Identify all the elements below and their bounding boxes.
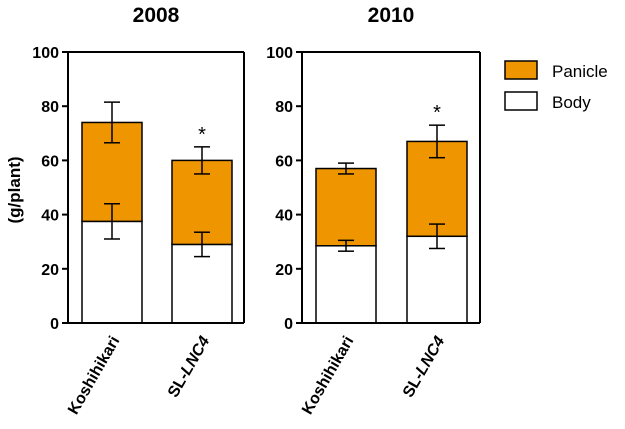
- significance-marker-2010-1: *: [433, 102, 441, 124]
- y-tick-label-40: 40: [41, 208, 59, 225]
- panel-2008: Koshihikari * SL-LNC4 0 20 40 60 80 100: [32, 45, 245, 418]
- bar-panicle-2010-0: [315, 167, 377, 247]
- category-label-2010-0: Koshihikari: [299, 334, 357, 418]
- y-tick-label-20: 20: [41, 262, 59, 279]
- y-tick-label-80: 80: [275, 99, 293, 116]
- legend-label-panicle: Panicle: [552, 62, 608, 81]
- legend-swatch-panicle: [504, 60, 538, 80]
- y-tick-label-0: 0: [50, 316, 59, 333]
- category-label-prefix: Koshihikari: [299, 334, 357, 418]
- y-tick-label-40: 40: [275, 208, 293, 225]
- bar-body-2008-1: [171, 243, 233, 324]
- y-axis-label: (g/plant): [5, 156, 24, 223]
- panel-title-2008: 2008: [133, 4, 180, 27]
- bar-body-2010-1: [406, 235, 468, 324]
- category-label-2008-1: SL-LNC4: [165, 333, 214, 400]
- y-tick-label-60: 60: [41, 153, 59, 170]
- category-label-italic: LNC4: [178, 333, 214, 378]
- panel-title-2010: 2010: [368, 4, 415, 27]
- category-label-italic: LNC4: [413, 333, 449, 378]
- legend: Panicle Body: [504, 60, 608, 112]
- significance-marker-2008-1: *: [198, 124, 206, 146]
- y-tick-label-80: 80: [41, 99, 59, 116]
- y-tick-label-20: 20: [275, 262, 293, 279]
- y-tick-label-60: 60: [275, 153, 293, 170]
- bar-body-2010-0: [315, 245, 377, 324]
- panel-2010: Koshihikari * SL-LNC4 0 20 40 60 80 100: [266, 45, 481, 418]
- y-tick-label-100: 100: [266, 45, 293, 62]
- category-label-prefix: Koshihikari: [65, 334, 123, 418]
- category-label-2010-1: SL-LNC4: [400, 333, 449, 400]
- legend-label-body: Body: [552, 93, 591, 112]
- y-tick-label-0: 0: [284, 316, 293, 333]
- legend-swatch-body: [504, 91, 538, 111]
- y-tick-label-100: 100: [32, 45, 59, 62]
- category-label-2008-0: Koshihikari: [65, 334, 123, 418]
